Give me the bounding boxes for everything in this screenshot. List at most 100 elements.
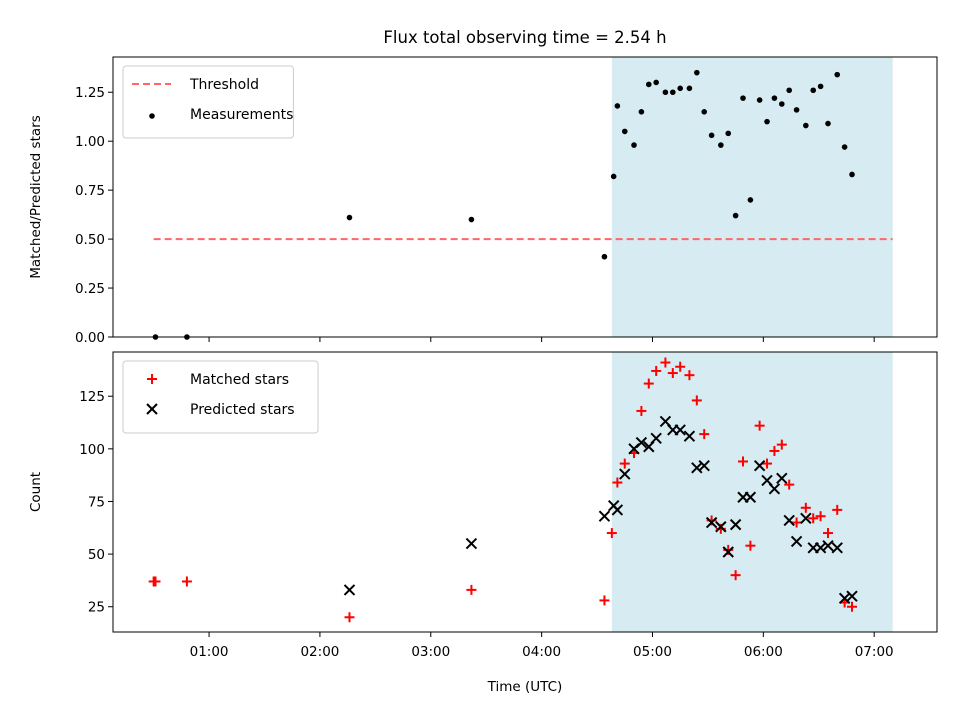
x-tick-label: 03:00 [411, 644, 450, 660]
measurement-point [686, 85, 693, 92]
x-axis-label: Time (UTC) [487, 679, 563, 695]
y-tick-label: 50 [88, 547, 105, 563]
legend-box [122, 360, 319, 434]
measurement-point [701, 109, 708, 115]
measurement-point [764, 118, 770, 125]
panel-frame [112, 351, 938, 633]
legend-label: Predicted stars [190, 402, 295, 418]
predicted-star-point [800, 512, 812, 525]
measurement-point [849, 171, 855, 178]
measurement-point [621, 128, 628, 135]
predicted-star-point [674, 424, 686, 436]
predicted-star-point [753, 459, 766, 472]
measurement-point [718, 142, 724, 148]
predicted-star-point [722, 546, 734, 558]
x-tick-label: 04:00 [522, 644, 561, 660]
predicted-star-point [729, 518, 742, 531]
matched-star-point [815, 511, 826, 522]
measurement-point [747, 197, 754, 203]
matched-star-point [150, 576, 161, 587]
y-tick-label: 0.00 [75, 330, 105, 346]
x-tick-label: 07:00 [855, 644, 894, 660]
measurement-point [825, 120, 831, 127]
measurement-point [601, 253, 608, 260]
y-tick-label: 0.25 [75, 281, 105, 297]
measurement-point [614, 103, 621, 109]
matched-star-point [745, 540, 756, 551]
observing-span [611, 352, 893, 632]
legend-label: Matched stars [190, 372, 289, 388]
matched-star-point [651, 365, 662, 376]
y-tick-label: 125 [79, 389, 105, 405]
measurement-point [645, 81, 652, 88]
matched-star-point [660, 357, 671, 368]
matched-star-point [606, 528, 617, 539]
predicted-star-point [768, 483, 781, 495]
predicted-star-point [683, 430, 696, 442]
measurement-point [694, 69, 700, 76]
matched-star-point [822, 528, 833, 539]
matched-star-point [619, 458, 630, 469]
measurement-point [653, 79, 659, 86]
matched-star-point [832, 504, 843, 515]
x-tick-label: 02:00 [300, 644, 339, 660]
legend-label: Threshold [189, 77, 259, 93]
measurement-point [771, 95, 778, 101]
panel-frame [112, 56, 938, 338]
matched-star-point [675, 361, 686, 372]
top-y-axis-label: Matched/Predicted stars [28, 115, 44, 278]
matched-star-point [738, 456, 749, 467]
predicted-star-point [744, 491, 757, 503]
measurement-point [708, 132, 715, 139]
measurement-point [834, 71, 841, 78]
matched-star-point [684, 370, 695, 381]
matched-star-point [808, 513, 819, 524]
matched-star-point [800, 502, 811, 513]
legend-predicted-swatch [146, 403, 158, 415]
matched-star-point [776, 439, 787, 450]
predicted-star-point [831, 542, 843, 554]
measurement-point [740, 95, 746, 101]
y-tick-label: 75 [88, 494, 105, 510]
predicted-star-point [698, 459, 710, 472]
observing-span [611, 57, 893, 337]
measurement-point [841, 144, 848, 150]
x-tick-label: 05:00 [633, 644, 672, 660]
matched-star-point [612, 477, 623, 488]
legend-matched-swatch [147, 374, 157, 384]
matched-star-point [636, 405, 647, 416]
predicted-star-point [715, 521, 727, 533]
bottom-y-axis-label: Count [28, 472, 44, 512]
measurement-point [468, 216, 475, 223]
matched-star-point [643, 378, 654, 389]
predicted-star-point [846, 590, 858, 602]
measurement-point [803, 122, 809, 129]
predicted-star-point [776, 472, 788, 485]
matched-star-point [344, 612, 355, 623]
predicted-star-point [822, 539, 834, 552]
y-tick-label: 25 [88, 600, 105, 616]
predicted-star-point [343, 584, 356, 596]
legend-measurement-swatch [149, 113, 155, 119]
measurement-point [779, 101, 785, 107]
measurement-point [610, 173, 617, 180]
matched-star-point [730, 570, 741, 581]
matched-star-point [691, 395, 702, 406]
legend: Threshold Measurements [122, 65, 294, 139]
matched-star-point [667, 368, 678, 379]
measurement-point [793, 107, 800, 113]
y-tick-label: 100 [79, 442, 105, 458]
y-tick-label: 0.50 [75, 232, 105, 248]
predicted-star-point [619, 468, 631, 480]
measurement-point [732, 212, 739, 219]
legend: Matched stars Predicted stars [122, 360, 319, 434]
predicted-star-point [705, 516, 718, 529]
predicted-star-point [611, 504, 624, 516]
measurement-point [662, 89, 669, 96]
matched-star-point [847, 601, 858, 612]
matched-star-point [699, 429, 710, 440]
measurement-point [725, 130, 732, 137]
y-tick-label: 1.00 [75, 134, 105, 150]
measurement-point [756, 97, 763, 103]
